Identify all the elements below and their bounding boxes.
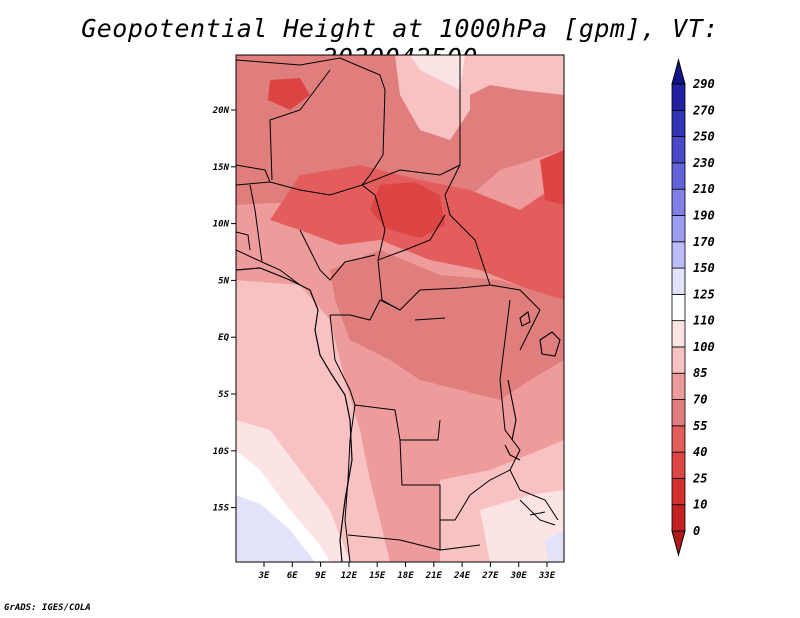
height-band-40 [268, 78, 310, 110]
colorbar-label: 70 [693, 393, 707, 407]
country-borders [235, 55, 559, 563]
colorbar-label: 270 [692, 103, 715, 117]
colorbar-label: 170 [693, 235, 715, 249]
lat-tick-label: 20N [212, 106, 230, 116]
colorbar-label: 85 [693, 366, 707, 380]
colorbar-segment [671, 320, 686, 348]
colorbar-label: 150 [693, 261, 715, 275]
grads-credit: GrADS: IGES/COLA [4, 603, 91, 613]
lat-tick-label: 5N [218, 276, 229, 286]
colorbar-segment [671, 399, 686, 427]
lat-tick-label: 10S [213, 447, 230, 457]
lat-tick-label: 15S [213, 504, 230, 514]
lat-tick-label: 10N [213, 220, 230, 230]
colorbar-segment [671, 109, 686, 137]
lat-tick-label: EQ [218, 333, 229, 343]
height-band-40 [540, 150, 564, 205]
colorbar-label: 100 [693, 340, 715, 354]
lon-tick-label: 9E [315, 571, 326, 581]
height-band-110 [410, 55, 465, 90]
height-band-100 [470, 55, 564, 95]
lat-tick-label: 5S [218, 390, 229, 400]
colorbar-label: 250 [692, 130, 715, 144]
colorbar-label: 25 [692, 471, 707, 485]
lat-tick-label: 15N [213, 163, 230, 173]
lon-tick-label: 30E [510, 571, 528, 581]
colorbar-label: 230 [692, 156, 715, 170]
colorbar-label: 110 [693, 314, 715, 328]
height-band-110 [480, 490, 564, 562]
height-band-150 [236, 495, 315, 562]
longitude-axis: 3E 6E 9E 12E 15E 18E 21E 24E 27E 30E 33E [258, 562, 556, 581]
colorbar-segment [671, 188, 686, 216]
lon-tick-label: 12E [341, 571, 358, 581]
colorbar-segment [671, 267, 686, 295]
colorbar-upper-extension [671, 58, 686, 85]
colorbar-segment [671, 136, 686, 164]
lakes [414, 311, 561, 516]
height-band-150 [545, 530, 564, 562]
colorbar-segment [671, 346, 686, 374]
colorbar-segment [671, 293, 686, 322]
map-panel [235, 54, 565, 563]
lon-tick-label: 15E [369, 571, 386, 581]
height-band-40 [370, 182, 445, 238]
colorbar-lower-extension [671, 530, 686, 557]
colorbar-segment [671, 451, 686, 479]
lon-tick-label: 3E [258, 571, 270, 581]
colorbar-segment [671, 241, 686, 269]
lon-tick-label: 24E [453, 571, 471, 581]
colorbar-label: 10 [693, 498, 707, 512]
lon-tick-label: 21E [425, 571, 443, 581]
colorbar-segment [671, 215, 686, 243]
coastline [235, 267, 353, 563]
lon-tick-label: 27E [481, 571, 499, 581]
colorbar-segment [671, 504, 686, 532]
colorbar-label: 55 [693, 419, 707, 433]
map-frame [235, 54, 565, 563]
colorbar-label: 125 [693, 287, 715, 301]
colorbar-segment [671, 478, 686, 506]
colorbar-label: 210 [692, 182, 715, 196]
colorbar-label: 40 [693, 445, 707, 459]
colorbar-segment [671, 162, 686, 190]
colorbar-segment [671, 83, 686, 111]
colorbar: 0 10 25 40 55 70 85 100 110 125 150 170 190 210 230 250… [671, 58, 715, 557]
lon-tick-label: 33E [538, 571, 556, 581]
colorbar-segment [671, 372, 686, 400]
colorbar-label: 190 [693, 208, 715, 222]
lon-tick-label: 18E [397, 571, 414, 581]
colorbar-label: 290 [692, 77, 715, 91]
latitude-axis: 20N 15N 10N 5N EQ 5S 10S 15S [212, 106, 236, 514]
lon-tick-label: 6E [287, 571, 298, 581]
colorbar-label: 0 [693, 524, 700, 538]
colorbar-segment [671, 425, 686, 453]
